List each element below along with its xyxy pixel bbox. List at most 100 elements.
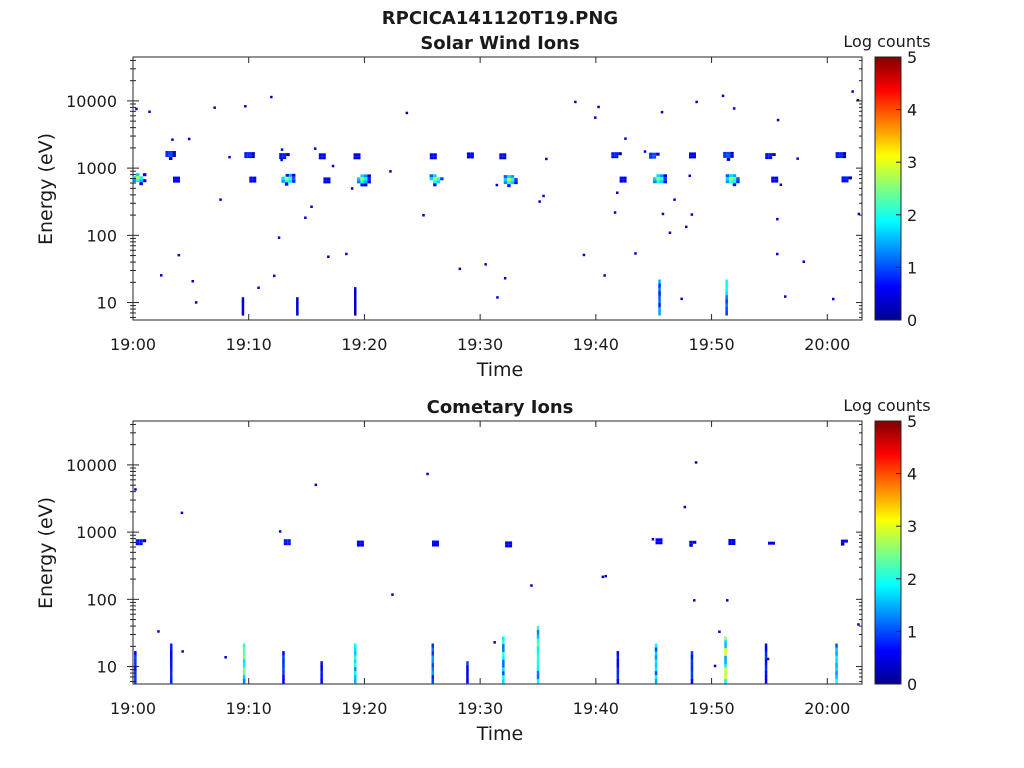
data-cell (841, 179, 845, 183)
data-cell (142, 179, 147, 183)
data-cell (176, 179, 180, 183)
data-cell (139, 176, 143, 180)
data-cell (723, 151, 727, 155)
data-cell (353, 153, 357, 157)
data-cell (322, 153, 326, 157)
data-cell (619, 179, 624, 183)
data-cell (582, 253, 586, 257)
plot-frame (132, 56, 863, 321)
data-cell (244, 105, 247, 108)
data-cell (432, 540, 436, 544)
data-column (431, 643, 434, 684)
data-cell (776, 118, 780, 122)
data-cluster (499, 153, 507, 160)
data-cell (135, 176, 140, 180)
data-cell (654, 647, 658, 652)
data-cell (470, 152, 474, 156)
data-column (282, 651, 285, 684)
data-cell (536, 662, 540, 668)
data-cell (536, 678, 540, 684)
data-cell (848, 176, 852, 180)
data-cell (176, 176, 180, 180)
data-cell (354, 303, 357, 308)
data-cell (132, 179, 136, 183)
data-cell (363, 180, 368, 184)
data-cell (725, 303, 728, 308)
data-cell (654, 643, 658, 648)
data-cell (690, 651, 694, 656)
data-column (536, 626, 540, 684)
data-cell (458, 267, 462, 271)
data-cell (725, 291, 728, 296)
data-cell (170, 647, 173, 652)
data-cell (484, 263, 487, 266)
data-cell (660, 180, 664, 184)
data-cell (304, 216, 307, 219)
data-cell (514, 178, 518, 182)
data-cell (536, 626, 540, 631)
data-cell (659, 538, 663, 542)
data-cell (160, 274, 163, 277)
data-cell (597, 105, 600, 109)
data-cell (845, 179, 849, 183)
plot-area: 19:00 19:10 19:20 19:30 19:40 19:50 20:00 10 100… (66, 420, 863, 718)
data-cell (360, 177, 364, 181)
data-cell (285, 182, 288, 185)
data-cell (502, 644, 505, 649)
data-cell (732, 174, 737, 178)
colorbar-scale (874, 420, 902, 685)
data-cell (653, 177, 657, 181)
y-tick-label: 1000 (76, 159, 117, 178)
data-cell (614, 155, 619, 159)
data-cell (435, 543, 439, 547)
data-cluster (429, 174, 444, 187)
data-cell (354, 311, 357, 316)
data-cell (173, 176, 177, 180)
data-cell (134, 651, 137, 656)
data-cluster (356, 540, 364, 547)
data-cell (765, 153, 769, 157)
data-cell (771, 541, 775, 545)
data-cell (354, 655, 357, 660)
data-cell (732, 177, 737, 181)
data-cell (242, 675, 246, 680)
data-cell (433, 174, 437, 178)
data-cell (658, 299, 661, 304)
data-column (690, 651, 694, 684)
data-cell (594, 116, 597, 119)
data-cell (654, 659, 658, 664)
data-cell (502, 679, 505, 684)
data-cluster (768, 541, 775, 545)
data-cell (725, 180, 730, 184)
data-column (354, 643, 357, 684)
data-cell (502, 663, 505, 668)
data-cell (723, 154, 727, 158)
data-cell (440, 177, 444, 181)
data-cell (432, 543, 436, 547)
data-cell (505, 541, 509, 545)
y-axis-label: Energy (eV) (35, 133, 57, 245)
data-cell (764, 679, 768, 684)
data-cell (668, 231, 672, 234)
data-cell (616, 651, 620, 656)
data-cell (310, 205, 313, 208)
data-cell (832, 297, 835, 301)
data-cell (502, 640, 505, 645)
data-cell (764, 663, 768, 668)
data-cell (323, 180, 327, 184)
data-cell (320, 665, 323, 671)
data-cell (730, 151, 734, 155)
x-tick-label: 19:50 (689, 335, 735, 354)
x-tick-label: 19:30 (457, 335, 503, 354)
data-cell (725, 177, 730, 181)
data-cell (354, 651, 357, 656)
data-cell (839, 152, 843, 156)
data-cell (690, 663, 694, 668)
data-cell (768, 153, 773, 157)
data-cell (655, 541, 659, 545)
data-cell (857, 623, 860, 626)
data-cell (503, 178, 508, 182)
data-cell (354, 291, 357, 296)
data-cell (405, 111, 409, 115)
data-cell (771, 176, 775, 180)
